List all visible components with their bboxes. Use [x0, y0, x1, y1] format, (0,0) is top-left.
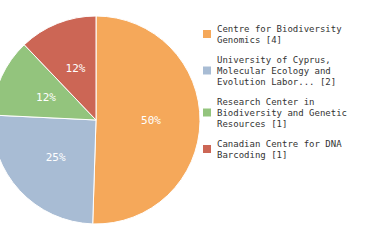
- svg-text:25%: 25%: [46, 151, 66, 164]
- svg-text:Canadian Centre for DNA: Canadian Centre for DNA: [217, 139, 342, 149]
- svg-text:University of Cyprus,: University of Cyprus,: [217, 55, 331, 65]
- svg-text:Research Center in: Research Center in: [217, 97, 315, 107]
- svg-text:12%: 12%: [66, 62, 86, 75]
- svg-text:Centre for Biodiversity: Centre for Biodiversity: [217, 24, 342, 34]
- svg-text:Genomics [4]: Genomics [4]: [217, 35, 282, 45]
- svg-text:50%: 50%: [141, 114, 161, 127]
- svg-text:Evolution Labor... [2]: Evolution Labor... [2]: [217, 77, 336, 87]
- svg-text:Molecular Ecology and: Molecular Ecology and: [217, 66, 331, 76]
- svg-text:12%: 12%: [36, 91, 56, 104]
- svg-text:Resources [1]: Resources [1]: [217, 119, 287, 129]
- svg-text:Barcoding [1]: Barcoding [1]: [217, 150, 287, 160]
- svg-text:Biodiversity and Genetic: Biodiversity and Genetic: [217, 108, 347, 118]
